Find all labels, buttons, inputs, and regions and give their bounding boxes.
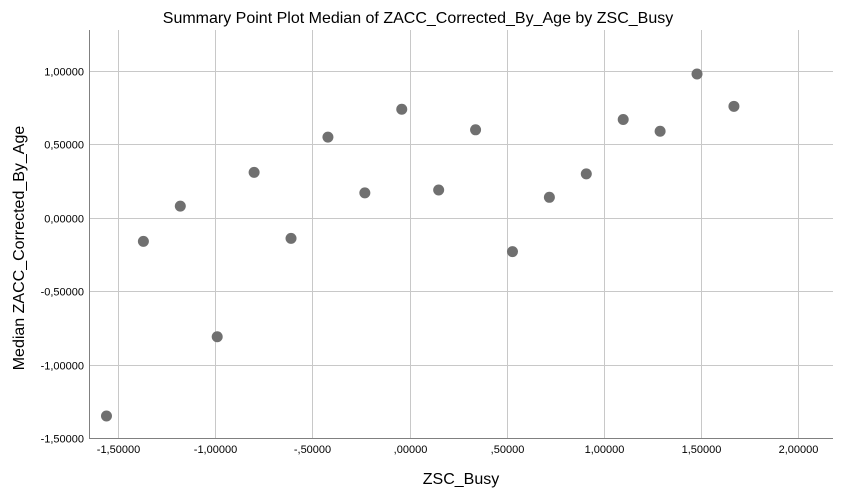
y-tick-label: -1,50000 [41,434,84,446]
y-tick-label: 0,50000 [44,140,84,152]
axes [89,30,833,439]
data-point [174,200,186,212]
data-point [580,168,592,180]
y-tick-label: 0,00000 [44,214,84,226]
x-tick-label: 1,00000 [585,444,625,456]
x-tick-label: 1,50000 [682,444,722,456]
data-point [617,114,629,126]
data-point [691,68,703,80]
chart-title: Summary Point Plot Median of ZACC_Correc… [163,10,673,27]
data-point [322,131,334,143]
x-tick-label: -1,00000 [194,444,237,456]
y-tick-label: -0,50000 [41,287,84,299]
data-point [396,103,408,115]
tick-labels: 1,00000 0,50000 0,00000 -0,50000 -1,00000 -1,… [41,67,819,457]
data-point [433,184,445,196]
data-point [654,125,666,137]
data-point [248,166,260,178]
x-tick-label: -,50000 [294,444,331,456]
data-points [100,68,740,422]
y-tick-label: -1,00000 [41,361,84,373]
grid-lines [89,30,833,438]
data-point [543,191,555,203]
data-point [506,246,518,258]
x-axis-title: ZSC_Busy [423,471,499,488]
x-tick-label: ,00000 [394,444,428,456]
y-axis-title: Median ZACC_Corrected_By_Age [11,126,28,371]
data-point [359,187,371,199]
data-point [728,100,740,112]
x-tick-label: -1,50000 [97,444,140,456]
data-point [211,331,223,343]
y-tick-label: 1,00000 [44,67,84,79]
data-point [470,124,482,136]
data-point [285,232,297,244]
x-tick-label: ,50000 [491,444,525,456]
data-point [137,235,149,247]
data-point [100,410,112,422]
x-tick-label: 2,00000 [779,444,819,456]
